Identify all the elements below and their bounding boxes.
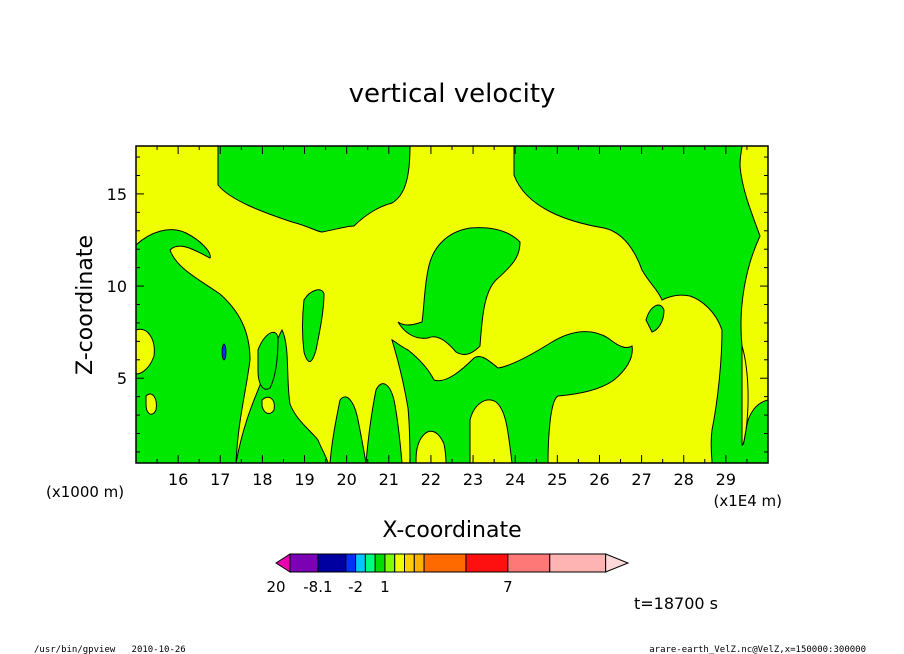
colorbar-swatch (394, 553, 406, 573)
contour-region (741, 345, 749, 446)
contour-region (235, 328, 329, 464)
contour-region (221, 343, 227, 361)
time-label: t=18700 s (634, 594, 718, 613)
contour-region (145, 393, 157, 415)
x-tick-label: 25 (547, 470, 567, 489)
colorbar-label: -8.1 (303, 578, 332, 596)
contour-region (415, 430, 447, 464)
contour-region (261, 396, 275, 414)
colorbar-label: 7 (503, 578, 513, 596)
x-tick-label: 28 (674, 470, 694, 489)
colorbar-swatch (507, 553, 551, 573)
x-tick-label: 24 (505, 470, 525, 489)
x-tick-label: 19 (294, 470, 314, 489)
colorbar-swatch (355, 553, 366, 573)
colorbar-label: 1 (380, 578, 390, 596)
x-axis-label: X-coordinate (382, 518, 521, 543)
chart-title: vertical velocity (349, 79, 556, 109)
contour-region (217, 145, 411, 233)
footer-left: /usr/bin/gpview 2010-10-26 (34, 645, 186, 654)
colorbar-swatch (549, 553, 607, 573)
x-tick-label: 22 (421, 470, 441, 489)
colorbar-swatch (289, 553, 319, 573)
contour-region (645, 304, 665, 333)
plot-area: 16 17 18 19 20 21 22 23 24 25 26 27 28 29 5 10 15 (107, 145, 769, 489)
contour-region (329, 396, 367, 464)
colorbar-triangle-low (275, 553, 291, 573)
colorbar-swatch (465, 553, 509, 573)
contour-region (257, 331, 279, 390)
y-tick-label: 5 (117, 369, 127, 388)
colorbar-label: 20 (266, 578, 285, 596)
contour-region (513, 145, 769, 464)
positive-islands (135, 328, 749, 464)
colorbar-label: -2 (348, 578, 363, 596)
contour-region (135, 328, 155, 375)
colorbar-swatch (374, 553, 386, 573)
contour-region (365, 383, 403, 464)
colorbar: -8.1 -2 1 7 20 (266, 553, 630, 596)
x-tick-label: 21 (379, 470, 399, 489)
colorbar-swatch (404, 553, 415, 573)
contour-region (135, 146, 251, 464)
colorbar-swatch (423, 553, 467, 573)
contour-region (391, 331, 633, 464)
z-unit-label: (x1000 m) (46, 483, 124, 501)
footer-right: arare-earth_VelZ.nc@VelZ,x=150000:300000 (649, 645, 866, 654)
x-tick-label: 17 (210, 470, 230, 489)
x-tick-label: 27 (631, 470, 651, 489)
y-axis: 5 10 15 (107, 156, 768, 453)
x-tick-label: 16 (168, 470, 188, 489)
x-tick-label: 20 (336, 470, 356, 489)
colorbar-swatch (384, 553, 396, 573)
negative-regions (135, 145, 769, 464)
x-axis: 16 17 18 19 20 21 22 23 24 25 26 27 28 29 (156, 146, 748, 489)
colorbar-swatch (413, 553, 425, 573)
colorbar-swatch (317, 553, 347, 573)
x-tick-label: 23 (463, 470, 483, 489)
colorbar-swatch (345, 553, 357, 573)
y-tick-label: 10 (107, 277, 127, 296)
x-unit-label: (x1E4 m) (713, 492, 782, 510)
x-tick-label: 18 (252, 470, 272, 489)
contour-region (302, 289, 325, 362)
x-tick-label: 29 (716, 470, 736, 489)
colorbar-swatch (364, 553, 376, 573)
colorbar-triangle-high (605, 553, 630, 573)
x-tick-label: 26 (589, 470, 609, 489)
y-tick-label: 15 (107, 185, 127, 204)
contour-region (397, 227, 521, 355)
y-axis-label: Z-coordinate (73, 235, 98, 375)
